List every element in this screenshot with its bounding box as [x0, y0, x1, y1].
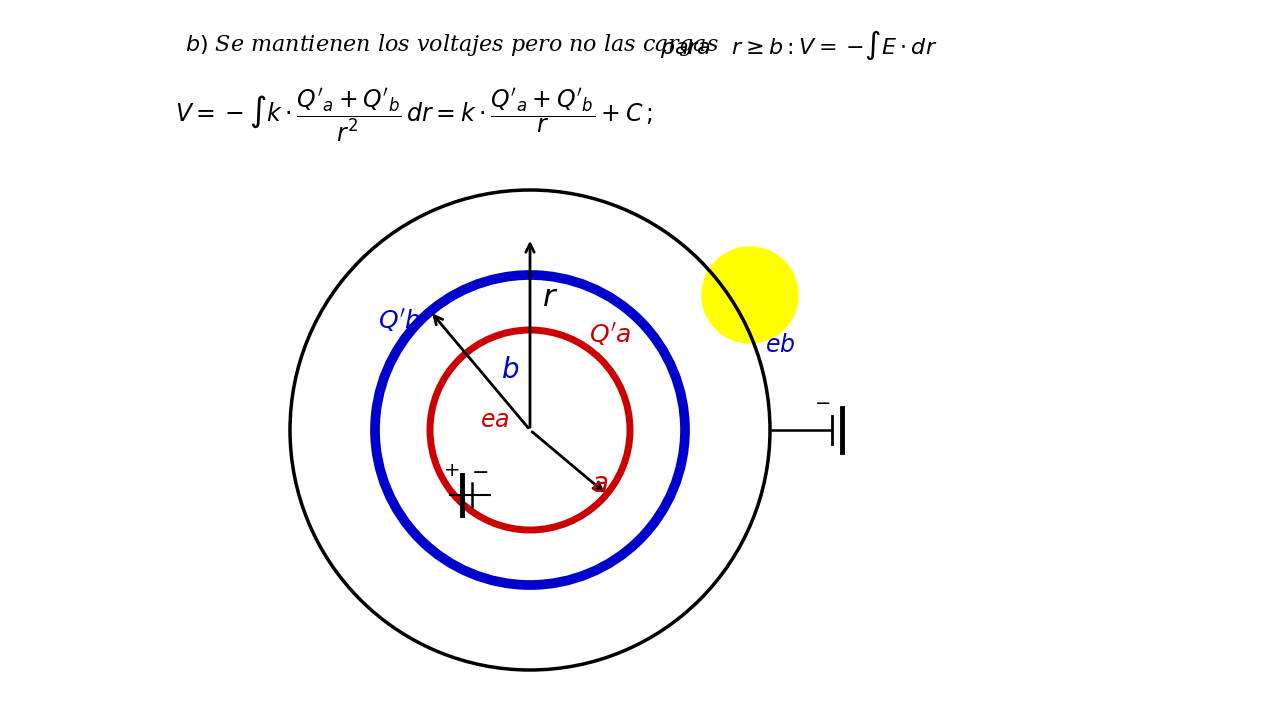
Text: $eb$: $eb$: [765, 333, 795, 357]
Text: $Q'a$: $Q'a$: [589, 322, 631, 348]
Text: $ea$: $ea$: [480, 408, 509, 432]
Text: $r$: $r$: [541, 282, 558, 313]
Text: $Q'b$: $Q'b$: [378, 307, 422, 333]
Text: $-$: $-$: [471, 461, 489, 481]
Text: $para$   $r \geq b : V = -\!\int E \cdot dr$: $para$ $r \geq b : V = -\!\int E \cdot d…: [660, 28, 937, 62]
Text: $-$: $-$: [814, 392, 831, 412]
Circle shape: [701, 247, 797, 343]
Text: $V = -\int k \cdot \dfrac{Q'_a + Q'_b}{r^2}\,dr = k \cdot \dfrac{Q'_a + Q'_b}{r}: $V = -\int k \cdot \dfrac{Q'_a + Q'_b}{r…: [175, 86, 653, 144]
Text: +: +: [444, 462, 461, 480]
Text: $b$: $b$: [500, 356, 520, 384]
Text: $a$: $a$: [591, 472, 608, 498]
Text: $b)$ Se mantienen los voltajes pero no las cargas: $b)$ Se mantienen los voltajes pero no l…: [186, 32, 719, 58]
